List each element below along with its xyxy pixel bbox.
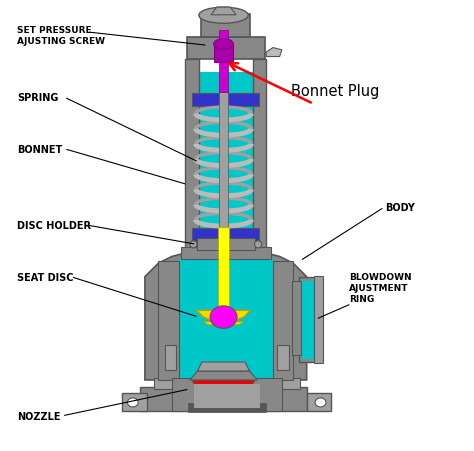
Ellipse shape xyxy=(210,306,237,329)
Ellipse shape xyxy=(190,241,197,249)
Bar xyxy=(299,277,318,362)
Ellipse shape xyxy=(255,241,262,249)
Text: BONNET: BONNET xyxy=(17,144,62,154)
Bar xyxy=(185,60,199,253)
Bar xyxy=(165,345,176,370)
Bar xyxy=(192,94,259,107)
Bar xyxy=(192,229,259,241)
Text: SEAT DISC: SEAT DISC xyxy=(17,272,73,282)
Polygon shape xyxy=(203,322,244,325)
Bar xyxy=(273,262,293,380)
Bar xyxy=(314,276,323,364)
Bar xyxy=(172,378,282,411)
Bar xyxy=(307,394,331,411)
Bar xyxy=(197,239,255,250)
Bar xyxy=(122,394,147,411)
Polygon shape xyxy=(145,253,307,380)
Text: BODY: BODY xyxy=(385,202,415,212)
Bar xyxy=(214,45,233,63)
Bar xyxy=(277,345,289,370)
Bar xyxy=(158,262,179,380)
Bar xyxy=(199,73,253,253)
Polygon shape xyxy=(190,371,257,380)
Bar xyxy=(154,378,300,389)
Bar xyxy=(219,31,228,93)
Polygon shape xyxy=(211,8,236,16)
Bar xyxy=(253,60,266,253)
Ellipse shape xyxy=(128,398,138,407)
Bar xyxy=(218,228,229,318)
Bar xyxy=(187,38,265,60)
Text: NOZZLE: NOZZLE xyxy=(17,411,60,421)
Bar xyxy=(219,93,228,241)
Bar xyxy=(201,15,250,38)
Bar xyxy=(179,259,273,380)
Polygon shape xyxy=(266,48,282,57)
Bar xyxy=(194,385,259,407)
Text: Bonnet Plug: Bonnet Plug xyxy=(291,83,379,98)
Polygon shape xyxy=(158,259,293,380)
Bar xyxy=(302,281,315,358)
Ellipse shape xyxy=(199,8,248,24)
Polygon shape xyxy=(198,362,250,371)
Text: SPRING: SPRING xyxy=(17,93,58,103)
Text: DISC HOLDER: DISC HOLDER xyxy=(17,221,91,230)
Ellipse shape xyxy=(315,398,326,407)
Ellipse shape xyxy=(214,40,233,50)
Text: SET PRESSURE
AJUSTING SCREW: SET PRESSURE AJUSTING SCREW xyxy=(17,26,105,46)
Bar xyxy=(292,281,301,355)
Bar xyxy=(181,248,271,259)
Polygon shape xyxy=(197,311,250,322)
Polygon shape xyxy=(192,380,255,407)
Bar xyxy=(188,404,266,412)
Bar xyxy=(140,387,307,411)
Text: BLOWDOWN
AJUSTMENT
RING: BLOWDOWN AJUSTMENT RING xyxy=(349,273,412,304)
